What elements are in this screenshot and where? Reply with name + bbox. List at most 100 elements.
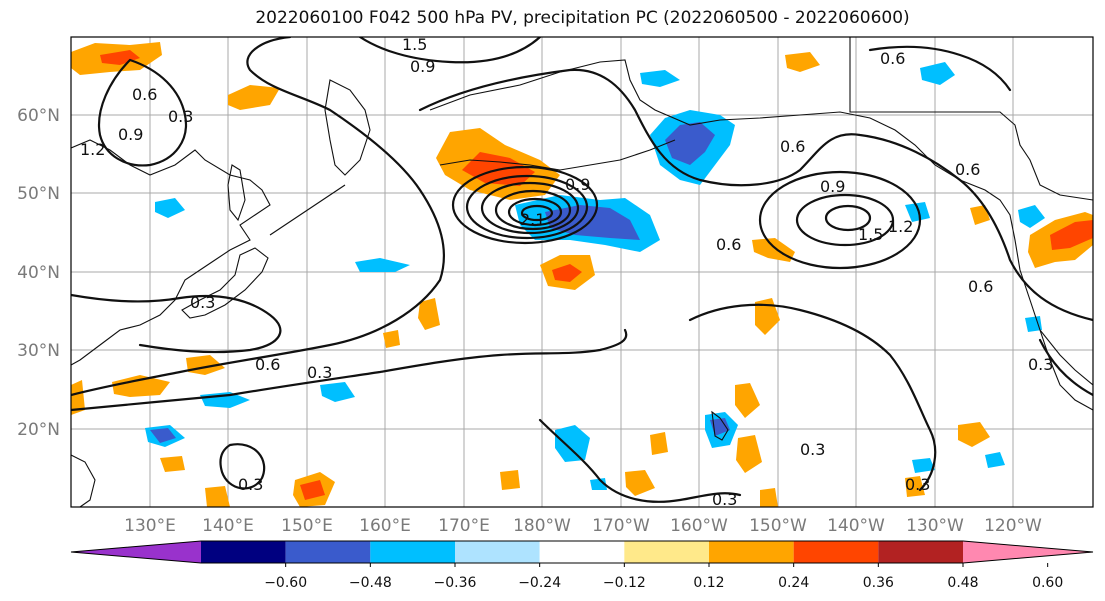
lat-label: 60°N [17,106,60,126]
pv-contour [538,418,742,503]
pv-contour [219,443,266,490]
lon-label: 180°W [513,516,571,536]
precip-blob [912,458,935,473]
pv-contour [97,58,188,167]
lon-label: 170°E [438,516,490,536]
map-frame [70,36,1094,508]
precip-blob [418,298,440,330]
colorbar-segment [370,541,455,563]
coastline-philippines [71,454,96,507]
contour-label: 1.2 [80,140,105,159]
precip-blob [112,375,170,397]
contour-labels: 1.5 0.9 0.6 0.6 0.3 0.9 1.2 0.6 0.9 1.5 … [80,35,1053,509]
colorbar-tick-label: −0.24 [518,575,561,591]
precip-blob [205,486,230,507]
colorbar-tick-label: 0.24 [778,575,809,591]
coastline-canada [849,37,1093,201]
pv-contour [358,37,542,64]
precip-blob [755,298,780,335]
contour-label: 0.9 [565,175,590,194]
colorbar-segment [793,541,879,563]
lon-label: 160°W [670,516,728,536]
lon-label: 130°W [906,516,964,536]
coastline-kuril [269,184,346,236]
precip-blob [155,198,185,218]
contour-label: 1.5 [402,35,427,54]
latitude-labels: 60°N 50°N 40°N 30°N 20°N [17,106,60,440]
precip-blob [785,52,820,72]
colorbar-segment [709,541,794,563]
precip-blob [590,478,607,490]
contour-label: 1.5 [858,225,883,244]
precip-blob [1050,220,1093,250]
lon-label: 160°E [359,516,411,536]
precip-blob [736,435,762,473]
contour-label: 0.3 [1028,355,1053,374]
pv-contour [71,328,628,412]
lat-label: 40°N [17,263,60,283]
lat-label: 50°N [17,184,60,204]
lon-label: 120°W [984,516,1042,536]
pv-contour [795,193,895,247]
precip-blob [552,264,582,282]
pv-contours [71,37,1093,503]
contour-label: 0.3 [238,475,263,494]
precip-blob [760,488,778,507]
precip-blob [555,425,590,462]
precip-blob [905,476,925,497]
colorbar-segment [201,541,286,563]
pv-contour [1038,338,1093,397]
lon-label: 150°W [749,516,807,536]
lat-label: 30°N [17,341,60,361]
colorbar-segment [963,541,1093,563]
precip-blob [160,456,185,472]
coastline-kamchatka [324,79,371,176]
contour-label: 1.2 [888,217,913,236]
lat-label: 20°N [17,420,60,440]
colorbar-tick-label: 0.60 [1032,575,1063,591]
precip-blob [500,470,520,490]
colorbar-segment [624,541,709,563]
colorbar-outline [70,540,1094,564]
precip-blob [300,480,325,500]
precip-blob [640,70,680,87]
coastline-asia [71,139,271,366]
contour-label: 0.3 [307,363,332,382]
precip-blob [970,205,990,225]
colorbar-tick-label: −0.12 [603,575,646,591]
colorbar-segment [285,541,371,563]
precip-blob [71,380,85,415]
colorbar-segment [71,541,201,563]
coastline-hawaii [711,410,729,441]
colorbar-tick-label: 0.36 [863,575,894,591]
pv-contour [758,170,922,270]
pv-contour [71,293,282,354]
contour-label: 0.6 [880,49,905,68]
pv-contour [868,45,1012,92]
pv-contour [418,68,1093,322]
contour-label: 0.6 [968,277,993,296]
contour-label: 0.3 [712,490,737,509]
precip-blob [1018,205,1045,228]
longitude-labels: 130°E 140°E 150°E 160°E 170°E 180°W 170°… [124,516,1042,536]
contour-label: 0.6 [716,235,741,254]
precip-blob [320,382,355,402]
lon-label: 150°E [281,516,333,536]
contour-label: 0.9 [118,125,143,144]
contour-label: 0.9 [410,57,435,76]
precip-blob [920,62,955,85]
colorbar-segment [539,541,625,563]
lon-label: 140°W [827,516,885,536]
pv-contour [494,189,572,231]
colorbar-tick-label: −0.48 [349,575,392,591]
contour-label: 0.6 [132,85,157,104]
contour-label: 0.6 [255,355,280,374]
contour-label: 0.3 [905,475,930,494]
contour-label: 0.6 [955,160,980,179]
precip-blob [355,258,410,272]
pv-contour [465,174,589,240]
contour-label: 0.3 [190,293,215,312]
pv-contour [480,181,580,235]
pv-contour [520,204,554,222]
